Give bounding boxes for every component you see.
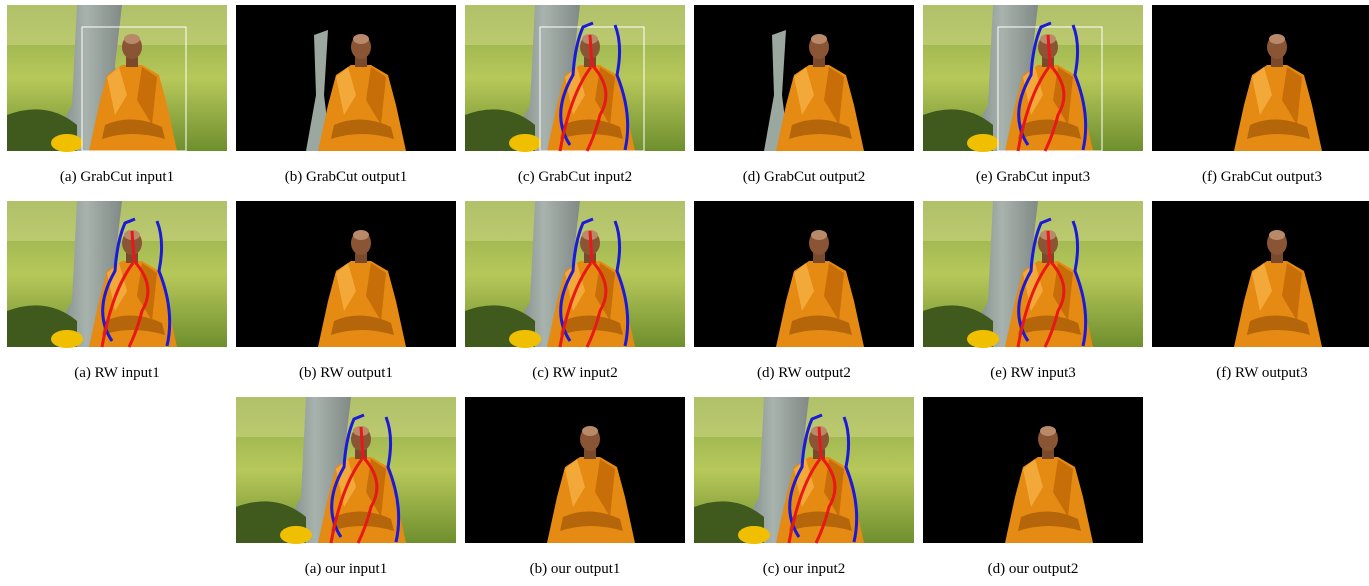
panel — [923, 397, 1143, 543]
caption: (e) GrabCut input3 — [976, 169, 1090, 185]
panel — [1152, 201, 1369, 347]
caption: (d) RW output2 — [757, 365, 851, 381]
panel — [923, 5, 1143, 152]
panel — [236, 5, 456, 151]
panel — [923, 201, 1143, 348]
caption: (c) our input2 — [763, 561, 845, 577]
panel — [7, 201, 227, 348]
panel — [465, 201, 685, 348]
caption: (b) GrabCut output1 — [285, 169, 407, 185]
panel — [1152, 5, 1369, 151]
caption: (d) our output2 — [988, 561, 1079, 577]
caption: (a) our input1 — [305, 561, 387, 577]
caption: (c) RW input2 — [532, 365, 618, 381]
panel — [465, 397, 685, 543]
panel — [694, 201, 914, 347]
panel — [694, 5, 914, 151]
panel — [236, 397, 456, 544]
caption: (e) RW input3 — [990, 365, 1076, 381]
caption: (b) RW output1 — [299, 365, 393, 381]
caption: (c) GrabCut input2 — [518, 169, 632, 185]
caption: (f) RW output3 — [1216, 365, 1307, 381]
caption: (f) GrabCut output3 — [1202, 169, 1322, 185]
caption: (b) our output1 — [530, 561, 621, 577]
figure: (a) GrabCut input1 (b) GrabCut output1 (c)… — [0, 0, 1369, 581]
caption: (a) GrabCut input1 — [60, 169, 174, 185]
caption: (a) RW input1 — [74, 365, 160, 381]
panel — [236, 201, 456, 347]
panel — [694, 397, 914, 544]
panel — [465, 5, 685, 152]
caption: (d) GrabCut output2 — [743, 169, 865, 185]
panel — [7, 5, 227, 152]
